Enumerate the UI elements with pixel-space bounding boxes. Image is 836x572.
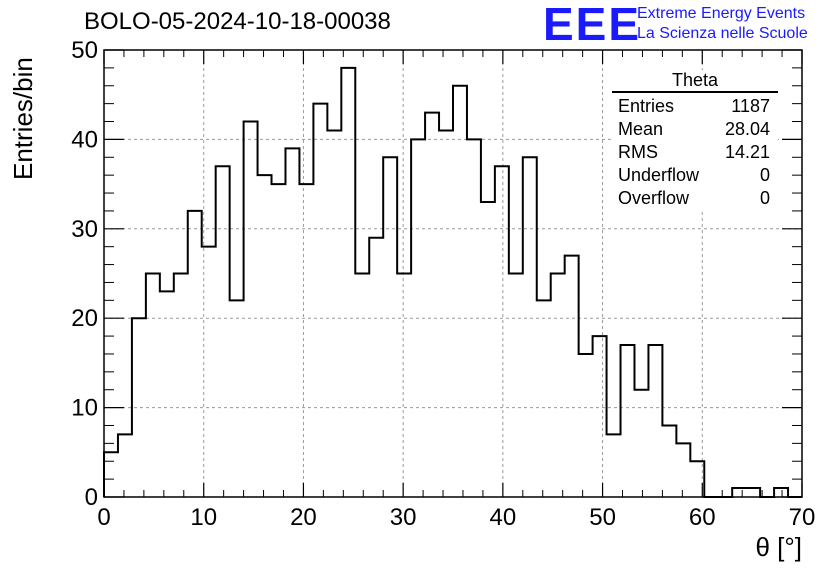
- x-tick-label: 10: [190, 504, 217, 531]
- histogram-bin: [272, 184, 286, 497]
- histogram-bin: [383, 157, 397, 497]
- y-tick-label: 20: [71, 305, 98, 332]
- x-tick-label: 50: [589, 504, 616, 531]
- histogram-bin: [662, 425, 676, 497]
- stats-label: Entries: [618, 96, 675, 116]
- histogram-bin: [397, 274, 411, 498]
- x-tick-label: 60: [689, 504, 716, 531]
- histogram-bin: [593, 336, 607, 497]
- logo-caption: Extreme Energy Events La Scienza nelle S…: [637, 4, 808, 44]
- stats-value: 14.21: [724, 142, 770, 162]
- x-tick-label: 20: [290, 504, 317, 531]
- y-tick-label: 40: [71, 126, 98, 153]
- histogram-bin: [551, 274, 565, 498]
- histogram-bin: [369, 238, 383, 497]
- stats-row-mean: Mean 28.04: [612, 118, 778, 141]
- stats-value: 0: [759, 165, 770, 185]
- histogram-bin: [453, 86, 467, 497]
- x-tick-label: 0: [97, 504, 110, 531]
- x-tick-label: 40: [490, 504, 517, 531]
- x-tick-label: 70: [789, 504, 816, 531]
- histogram-bin: [774, 488, 788, 497]
- histogram-bin: [104, 452, 118, 497]
- histogram-bin: [160, 291, 174, 497]
- histogram-bin: [746, 488, 760, 497]
- x-tick-label: 30: [390, 504, 417, 531]
- histogram-bin: [230, 300, 244, 497]
- histogram-bin: [439, 130, 453, 497]
- histogram-bin: [523, 157, 537, 497]
- histogram-bin: [355, 274, 369, 498]
- stats-value: 28.04: [724, 119, 770, 139]
- y-tick-label: 10: [71, 395, 98, 422]
- logo-caption-line1: Extreme Energy Events: [637, 5, 806, 22]
- eee-logo: EEE: [543, 0, 642, 50]
- chart-title: BOLO-05-2024-10-18-00038: [84, 8, 391, 35]
- stats-label: Overflow: [618, 188, 690, 208]
- stats-label: Mean: [618, 119, 664, 139]
- stats-box: Theta Entries 1187 Mean 28.04 RMS 14.21 Und…: [612, 70, 778, 210]
- y-tick-label: 50: [71, 37, 98, 64]
- histogram-bin: [537, 300, 551, 497]
- tick-labels: 0 10 20 30 40 50 60 70 0 10 20 30 40 50: [71, 37, 815, 531]
- histogram-bin: [495, 166, 509, 497]
- histogram-bin: [648, 345, 662, 497]
- stats-label: RMS: [618, 142, 658, 162]
- stats-box-title: Theta: [612, 70, 778, 93]
- histogram-bin: [174, 274, 188, 498]
- histogram-bin: [258, 175, 272, 497]
- stats-row-entries: Entries 1187: [612, 95, 778, 118]
- histogram-bin: [509, 274, 523, 498]
- histogram-bin: [244, 122, 258, 497]
- x-axis-label: θ [°]: [755, 532, 802, 562]
- stats-row-rms: RMS 14.21: [612, 141, 778, 164]
- histogram-bin: [216, 166, 230, 497]
- logo-caption-line2: La Scienza nelle Scuole: [637, 25, 808, 42]
- histogram-bin: [481, 202, 495, 497]
- histogram-bin: [565, 256, 579, 497]
- y-tick-label: 30: [71, 216, 98, 243]
- histogram-bin: [607, 434, 621, 497]
- histogram-bars: [103, 66, 802, 498]
- histogram-bin: [425, 113, 439, 497]
- histogram-bin: [732, 488, 746, 497]
- histogram-outline: [103, 66, 802, 498]
- histogram-bin: [634, 390, 648, 497]
- stats-value: 1187: [731, 96, 770, 116]
- histogram-bin: [188, 211, 202, 497]
- histogram-bin: [146, 274, 160, 498]
- histogram-bin: [341, 68, 355, 497]
- histogram-bin: [313, 104, 327, 497]
- histogram-bin: [676, 443, 690, 497]
- stats-label: Underflow: [618, 165, 700, 185]
- histogram-bin: [621, 345, 635, 497]
- histogram-bin: [285, 148, 299, 497]
- histogram-bin: [579, 354, 593, 497]
- stats-row-overflow: Overflow 0: [612, 187, 778, 210]
- histogram-bin: [118, 434, 132, 497]
- stats-row-underflow: Underflow 0: [612, 164, 778, 187]
- stats-value: 0: [759, 188, 770, 208]
- plot-frame: [103, 49, 803, 498]
- histogram-bin: [327, 130, 341, 497]
- y-axis-label: Entries/bin: [8, 57, 38, 180]
- histogram-bin: [299, 184, 313, 497]
- y-tick-label: 0: [85, 484, 98, 511]
